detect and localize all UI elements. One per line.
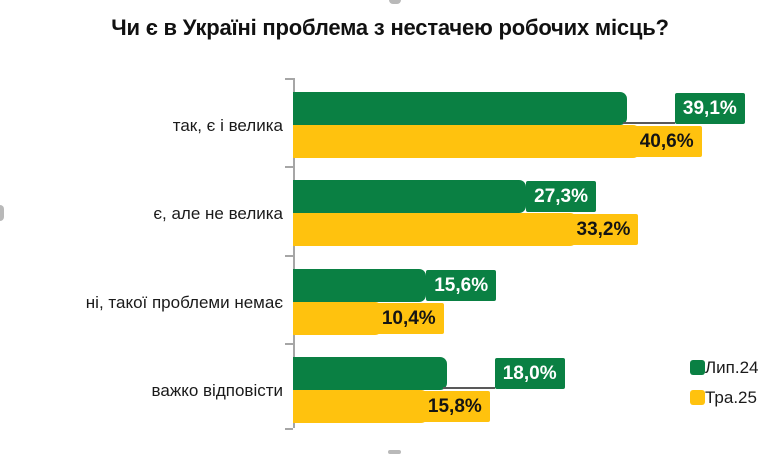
category-axis-line — [293, 78, 295, 428]
bar-Лип.24-є, але не велика — [293, 180, 527, 213]
category-label-ні, такої проблеми немає: ні, такої проблеми немає — [85, 293, 283, 312]
bar-Тра.25-є, але не велика — [293, 213, 577, 246]
legend-swatch-Лип.24 — [690, 359, 705, 375]
legend-swatch-Тра.25 — [690, 389, 705, 405]
bar-Лип.24-так, є і велика — [293, 92, 627, 125]
bar-Лип.24-ні, такої проблеми немає — [293, 269, 427, 302]
data-label-Лип.24-важко відповісти: 18,0% — [494, 358, 565, 389]
bar-Лип.24-важко відповісти — [293, 357, 447, 390]
axis-tick-3 — [285, 343, 293, 345]
chart-legend: Лип.24 Тра.25 — [690, 352, 759, 412]
axis-tick-1 — [285, 166, 293, 168]
clipped-glyph-bottom — [388, 450, 401, 454]
leader-line-важко відповісти — [442, 387, 495, 389]
data-label-Тра.25-ні, такої проблеми немає: 10,4% — [373, 303, 444, 334]
bar-Тра.25-ні, такої проблеми немає — [293, 302, 382, 335]
chart-title: Чи є в Україні проблема з нестачею робоч… — [111, 15, 669, 40]
clipped-glyph-left — [0, 205, 4, 221]
data-label-Лип.24-ні, такої проблеми немає: 15,6% — [426, 270, 497, 301]
category-label-так, є і велика: так, є і велика — [172, 116, 283, 135]
legend-label-Тра.25: Тра.25 — [705, 387, 757, 407]
legend-item-Тра.25[interactable]: Тра.25 — [690, 382, 759, 412]
data-label-Тра.25-так, є і велика: 40,6% — [631, 126, 702, 157]
category-label-важко відповісти: важко відповісти — [151, 381, 283, 400]
data-label-Лип.24-є, але не велика: 27,3% — [526, 181, 597, 212]
axis-tick-2 — [285, 255, 293, 257]
data-label-Тра.25-важко відповісти: 15,8% — [419, 391, 490, 422]
plot-area: 39,1% 40,6% 27,3% 33,2% 15,6% 10,4% 18,0% 15,8% — [285, 78, 780, 430]
data-label-Тра.25-є, але не велика: 33,2% — [568, 214, 639, 245]
axis-tick-4 — [285, 428, 293, 430]
clipped-glyph-top — [389, 0, 401, 4]
data-label-Лип.24-так, є і велика: 39,1% — [674, 93, 745, 124]
bar-Тра.25-так, є і велика — [293, 125, 640, 158]
legend-label-Лип.24: Лип.24 — [705, 357, 759, 377]
leader-line-так, є і велика — [622, 122, 675, 124]
legend-item-Лип.24[interactable]: Лип.24 — [690, 352, 759, 382]
category-label-є, але не велика: є, але не велика — [153, 204, 283, 223]
bar-Тра.25-важко відповісти — [293, 390, 428, 423]
axis-tick-0 — [285, 78, 293, 80]
